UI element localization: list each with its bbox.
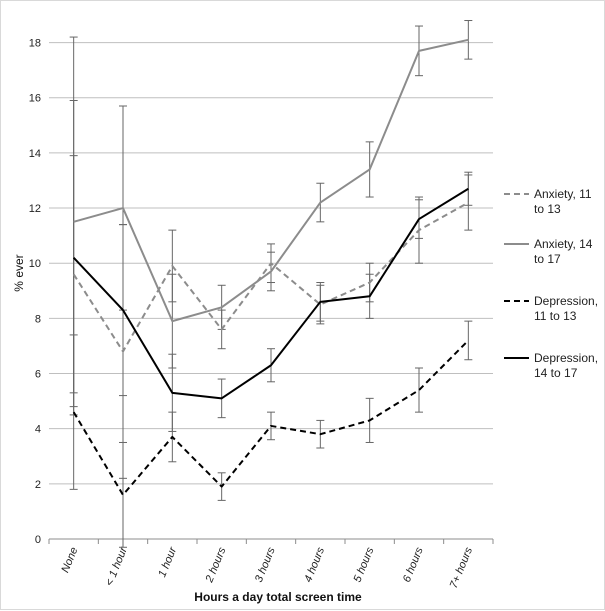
legend-label: Anxiety, 11 <box>534 187 592 201</box>
series-line-2 <box>73 38 469 323</box>
x-tick-label: 7+ hours <box>448 545 475 590</box>
series-line-4 <box>72 187 469 400</box>
legend-label: Depression, <box>534 294 598 308</box>
x-tick-label: 3 hours <box>253 545 278 584</box>
x-tick-label: < 1 hour <box>103 544 130 587</box>
y-tick-label: 18 <box>29 38 41 50</box>
y-tick-label: 2 <box>35 479 41 491</box>
y-axis-label: % ever <box>12 254 26 291</box>
y-tick-label: 8 <box>35 313 41 325</box>
y-tick-label: 6 <box>35 369 41 381</box>
error-bars <box>69 20 473 548</box>
x-tick-label: 1 hour <box>156 544 179 579</box>
y-tick-label: 14 <box>29 148 41 160</box>
y-tick-label: 16 <box>29 93 41 105</box>
x-tick-label: 4 hours <box>302 545 327 584</box>
y-tick-label: 4 <box>35 424 41 436</box>
series-lines <box>72 38 470 496</box>
y-tick-label: 12 <box>29 203 41 215</box>
x-axis-label: Hours a day total screen time <box>194 590 362 604</box>
series-line-1 <box>72 201 469 353</box>
series-line-3 <box>72 339 470 496</box>
x-tick-label: 6 hours <box>401 545 426 584</box>
x-tick-label: None <box>59 546 80 575</box>
y-tick-label: 0 <box>35 534 41 546</box>
legend-label-line2: to 13 <box>534 202 561 216</box>
legend-label-line2: to 17 <box>534 252 561 266</box>
y-tick-label: 10 <box>29 258 41 270</box>
legend-label: Anxiety, 14 <box>534 237 593 251</box>
x-tick-label: 5 hours <box>352 545 377 584</box>
legend-label-line2: 14 to 17 <box>534 366 578 380</box>
legend-label-line2: 11 to 13 <box>534 309 577 323</box>
legend-label: Depression, <box>534 351 598 365</box>
axes: 0 2 4 6 8 10 12 14 16 18 None < 1 hour 1 hour 2 hours… <box>29 38 494 590</box>
x-tick-label: 2 hours <box>203 545 228 585</box>
